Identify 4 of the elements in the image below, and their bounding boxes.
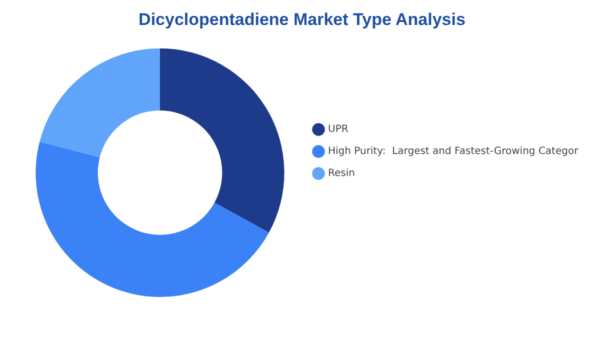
- legend-label: Resin: [328, 168, 355, 180]
- chart-title: Dicyclopentadiene Market Type Analysis: [138, 10, 466, 29]
- legend-label: High Purity: Largest and Fastest-Growing Categor: [328, 146, 580, 158]
- legend-label: UPR: [328, 124, 348, 136]
